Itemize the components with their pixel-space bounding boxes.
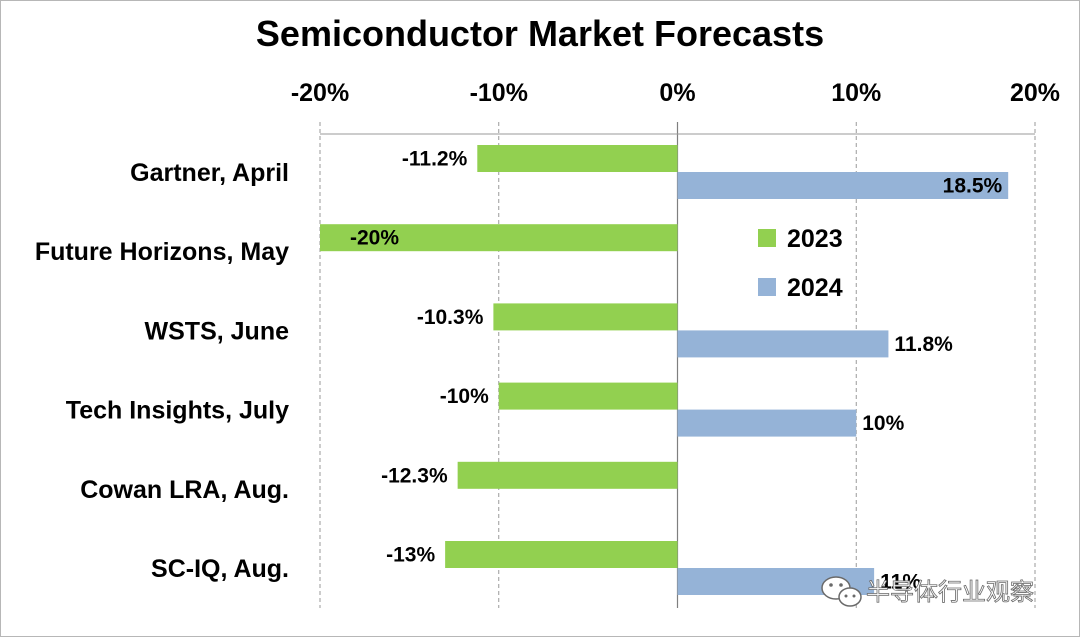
data-label: 18.5% xyxy=(943,175,1003,198)
bar-2023 xyxy=(445,541,678,568)
category-label: Gartner, April xyxy=(130,159,289,187)
x-tick-label: -20% xyxy=(291,79,349,107)
chart-title: Semiconductor Market Forecasts xyxy=(256,13,824,54)
x-tick-label: -10% xyxy=(470,79,528,107)
x-tick-label: 0% xyxy=(659,79,695,107)
legend-label-2023: 2023 xyxy=(787,225,843,253)
legend-swatch-2023 xyxy=(758,229,776,247)
bar-2024 xyxy=(677,409,857,437)
category-label: WSTS, June xyxy=(145,317,290,345)
watermark-text: 半导体行业观察 xyxy=(866,578,1034,606)
grid-lines xyxy=(319,122,1036,608)
bars xyxy=(320,145,1009,595)
legend-swatch-2024 xyxy=(758,278,776,296)
data-label: 11% xyxy=(880,571,921,594)
data-label: -12.3% xyxy=(381,464,448,487)
watermark: 半导体行业观察 xyxy=(821,576,1034,607)
data-label: -13% xyxy=(386,544,435,567)
data-labels: -11.2% -20% -10.3% -10% -12.3% -13% 18.5% 11.8%… xyxy=(350,148,1003,594)
bar-2023 xyxy=(498,382,678,410)
bar-2024 xyxy=(677,172,1009,199)
data-label: -11.2% xyxy=(402,148,468,171)
x-tick-label: 20% xyxy=(1010,79,1060,107)
x-axis-ticks: -20% -10% 0% 10% 20% xyxy=(291,79,1060,107)
bar-2023 xyxy=(320,224,678,252)
category-label: Tech Insights, July xyxy=(66,397,289,425)
wechat-icon xyxy=(821,576,862,607)
data-label: 10% xyxy=(862,412,904,435)
bar-2024 xyxy=(677,330,889,358)
category-label: Future Horizons, May xyxy=(35,238,289,266)
data-label: -10.3% xyxy=(417,306,484,329)
legend-label-2024: 2024 xyxy=(787,274,843,302)
legend: 2023 2024 xyxy=(758,225,843,302)
category-label: Cowan LRA, Aug. xyxy=(80,476,289,504)
bar-2023 xyxy=(493,303,678,331)
data-label: -20% xyxy=(350,227,399,250)
bar-2023 xyxy=(457,461,678,489)
bar-2023 xyxy=(477,145,678,172)
category-labels: Gartner, April Future Horizons, May WSTS, … xyxy=(35,159,289,583)
data-label: -10% xyxy=(440,385,489,408)
data-label: 11.8% xyxy=(894,333,953,356)
category-label: SC-IQ, Aug. xyxy=(151,555,289,583)
x-tick-label: 10% xyxy=(831,79,881,107)
